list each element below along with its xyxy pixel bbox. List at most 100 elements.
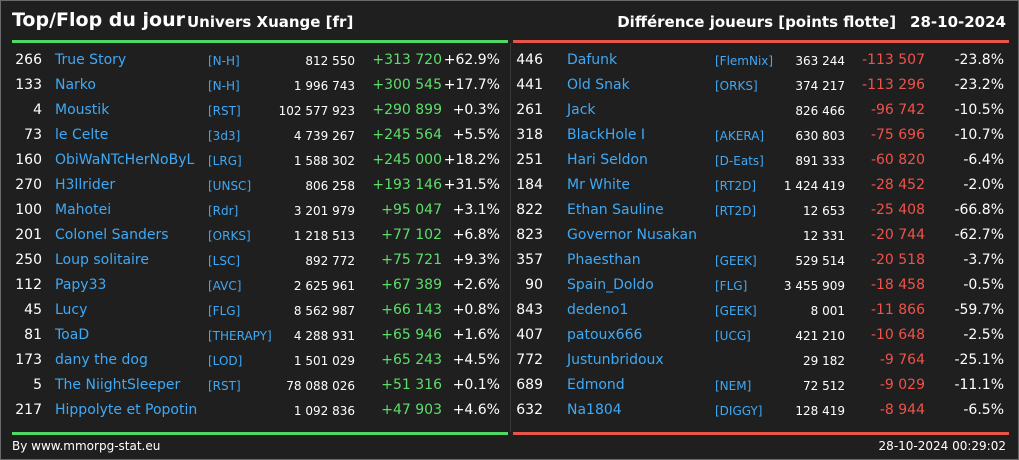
player-name-link[interactable]: le Celte — [55, 127, 109, 143]
points-difference: +47 903 — [381, 402, 442, 418]
player-name-link[interactable]: Governor Nusakan — [567, 227, 697, 243]
percent-change: -0.5% — [963, 277, 1004, 293]
flop-row: 251 Hari Seldon [D-Eats] 891 333 -60 820 -6.4… — [513, 148, 1009, 173]
percent-change: -6.4% — [963, 152, 1004, 168]
alliance-tag-link[interactable]: [FlemNix] — [715, 54, 774, 68]
player-name-link[interactable]: Dafunk — [567, 52, 618, 68]
flop-row: 407 patoux666 [UCG] 421 210 -10 648 -2.5% — [513, 323, 1009, 348]
player-name-link[interactable]: dany the dog — [55, 352, 148, 368]
player-name-link[interactable]: Justunbridoux — [567, 352, 664, 368]
fleet-points: 72 512 — [803, 379, 845, 393]
alliance-tag-link[interactable]: [UCG] — [715, 329, 751, 343]
alliance-tag-link[interactable]: [FLG] — [715, 279, 748, 293]
player-name-link[interactable]: Old Snak — [567, 77, 630, 93]
alliance-tag-link[interactable]: [RST] — [208, 104, 241, 118]
points-difference: -18 458 — [870, 277, 925, 293]
fleet-points: 128 419 — [795, 404, 845, 418]
generated-timestamp: 28-10-2024 00:29:02 — [878, 439, 1006, 453]
player-name-link[interactable]: The NiightSleeper — [55, 377, 181, 393]
alliance-tag-link[interactable]: [DIGGY] — [715, 404, 763, 418]
player-rank: 822 — [516, 202, 543, 218]
player-name-link[interactable]: Mr White — [567, 177, 630, 193]
alliance-tag-link[interactable]: [ORKS] — [208, 229, 251, 243]
points-difference: -11 866 — [870, 302, 925, 318]
fleet-points: 102 577 923 — [278, 104, 355, 118]
alliance-tag-link[interactable]: [GEEK] — [715, 304, 757, 318]
player-rank: 843 — [516, 302, 543, 318]
player-name-link[interactable]: Jack — [567, 102, 596, 118]
points-difference: +65 243 — [381, 352, 442, 368]
player-name-link[interactable]: patoux666 — [567, 327, 643, 343]
fleet-points: 891 333 — [795, 154, 845, 168]
column-divider — [510, 43, 511, 432]
alliance-tag-link[interactable]: [UNSC] — [208, 179, 252, 193]
flop-row: 632 Na1804 [DIGGY] 128 419 -8 944 -6.5% — [513, 398, 1009, 423]
alliance-tag-link[interactable]: [N-H] — [208, 79, 240, 93]
player-name-link[interactable]: dedeno1 — [567, 302, 629, 318]
alliance-tag-link[interactable]: [D-Eats] — [715, 154, 764, 168]
fleet-points: 1 424 419 — [783, 179, 845, 193]
alliance-tag-link[interactable]: [FLG] — [208, 304, 241, 318]
alliance-tag-link[interactable]: [THERAPY] — [208, 329, 272, 343]
player-name-link[interactable]: Lucy — [55, 302, 88, 318]
fleet-points: 1 996 743 — [293, 79, 355, 93]
player-name-link[interactable]: Ethan Sauline — [567, 202, 664, 218]
fleet-points: 812 550 — [305, 54, 355, 68]
player-name-link[interactable]: Mahotei — [55, 202, 112, 218]
player-rank: 4 — [33, 102, 42, 118]
player-name-link[interactable]: ToaD — [55, 327, 90, 343]
top-row: 173 dany the dog [LOD] 1 501 029 +65 243 +4.5… — [12, 348, 508, 373]
points-difference: +77 102 — [381, 227, 442, 243]
flop-row: 822 Ethan Sauline [RT2D] 12 653 -25 408 -66.8… — [513, 198, 1009, 223]
alliance-tag-link[interactable]: [RST] — [208, 379, 241, 393]
player-name-link[interactable]: Edmond — [567, 377, 625, 393]
top-list: 266 True Story [N-H] 812 550 +313 720 +62.9% 1… — [12, 48, 508, 423]
player-name-link[interactable]: Moustik — [55, 102, 110, 118]
points-difference: +95 047 — [381, 202, 442, 218]
player-name-link[interactable]: Spain_Doldo — [567, 277, 654, 293]
player-name-link[interactable]: Phaesthan — [567, 252, 641, 268]
alliance-tag-link[interactable]: [RT2D] — [715, 179, 757, 193]
points-difference: +193 146 — [372, 177, 442, 193]
alliance-tag-link[interactable]: [LSC] — [208, 254, 241, 268]
player-rank: 318 — [516, 127, 543, 143]
alliance-tag-link[interactable]: [ORKS] — [715, 79, 758, 93]
player-name-link[interactable]: Narko — [55, 77, 96, 93]
player-name-link[interactable]: Hari Seldon — [567, 152, 648, 168]
player-name-link[interactable]: Colonel Sanders — [55, 227, 169, 243]
player-name-link[interactable]: ObiWaNTcHerNoByL — [55, 152, 195, 168]
alliance-tag-link[interactable]: [LOD] — [208, 354, 243, 368]
alliance-tag-link[interactable]: [GEEK] — [715, 254, 757, 268]
alliance-tag-link[interactable]: [AKERA] — [715, 129, 765, 143]
player-name-link[interactable]: True Story — [55, 52, 127, 68]
top-row: 160 ObiWaNTcHerNoByL [LRG] 1 588 302 +245 00… — [12, 148, 508, 173]
flop-row: 261 Jack 826 466 -96 742 -10.5% — [513, 98, 1009, 123]
alliance-tag-link[interactable]: [RT2D] — [715, 204, 757, 218]
alliance-tag-link[interactable]: [Rdr] — [208, 204, 239, 218]
points-difference: +51 316 — [381, 377, 442, 393]
alliance-tag-link[interactable]: [LRG] — [208, 154, 242, 168]
percent-change: +9.3% — [452, 252, 500, 268]
player-name-link[interactable]: Hippolyte et Popotin — [55, 402, 198, 418]
player-name-link[interactable]: Loup solitaire — [55, 252, 149, 268]
percent-change: -66.8% — [954, 202, 1004, 218]
fleet-points: 1 588 302 — [293, 154, 355, 168]
top-row: 201 Colonel Sanders [ORKS] 1 218 513 +77 102… — [12, 223, 508, 248]
fleet-points: 78 088 026 — [286, 379, 355, 393]
player-name-link[interactable]: H3llrider — [55, 177, 116, 193]
fleet-points: 826 466 — [795, 104, 845, 118]
player-rank: 184 — [516, 177, 543, 193]
player-name-link[interactable]: Papy33 — [55, 277, 107, 293]
points-difference: -20 518 — [870, 252, 925, 268]
player-rank: 446 — [516, 52, 543, 68]
alliance-tag-link[interactable]: [NEM] — [715, 379, 752, 393]
points-difference: -96 742 — [870, 102, 925, 118]
alliance-tag-link[interactable]: [3d3] — [208, 129, 241, 143]
player-name-link[interactable]: BlackHole I — [567, 127, 646, 143]
percent-change: -23.8% — [954, 52, 1004, 68]
alliance-tag-link[interactable]: [AVC] — [208, 279, 242, 293]
alliance-tag-link[interactable]: [N-H] — [208, 54, 240, 68]
fleet-points: 374 217 — [795, 79, 845, 93]
player-name-link[interactable]: Na1804 — [567, 402, 622, 418]
player-rank: 632 — [516, 402, 543, 418]
